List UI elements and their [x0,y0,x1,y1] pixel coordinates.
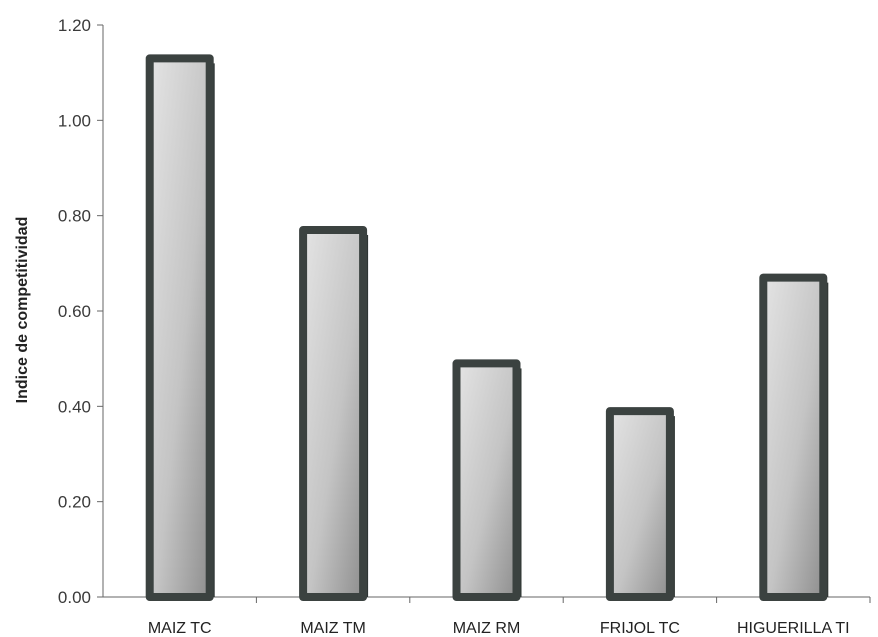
y-tick-label: 0.40 [58,397,91,416]
bar [145,54,215,602]
y-tick-label: 0.80 [58,207,91,226]
bar-rect [759,273,828,601]
y-axis-label: Indice de competitividad [14,217,31,404]
bars [145,54,829,602]
y-axis-ticks: 0.00 0.20 0.40 0.60 0.80 1.00 1.20 [58,16,103,607]
bar-rect [145,54,214,602]
bar [605,407,675,601]
bar-rect [605,407,674,601]
x-category-label: MAIZ TM [300,620,365,637]
x-category-label: HIGUERILLA TI [737,620,850,637]
y-tick-label: 0.00 [58,588,91,607]
x-category-label: FRIJOL TC [600,620,680,637]
y-tick-label: 1.00 [58,111,91,130]
bar-rect [452,359,521,601]
x-category-label: MAIZ TC [148,620,212,637]
bar [299,225,369,601]
bar-rect [299,225,368,601]
y-tick-label: 0.20 [58,493,91,512]
bar [759,273,829,601]
y-tick-label: 1.20 [58,16,91,35]
bar [452,359,522,601]
x-category-label: MAIZ RM [453,620,521,637]
x-axis-labels: MAIZ TC MAIZ TM MAIZ RM FRIJOL TC HIGUERILLA… [148,597,871,637]
y-tick-label: 0.60 [58,302,91,321]
